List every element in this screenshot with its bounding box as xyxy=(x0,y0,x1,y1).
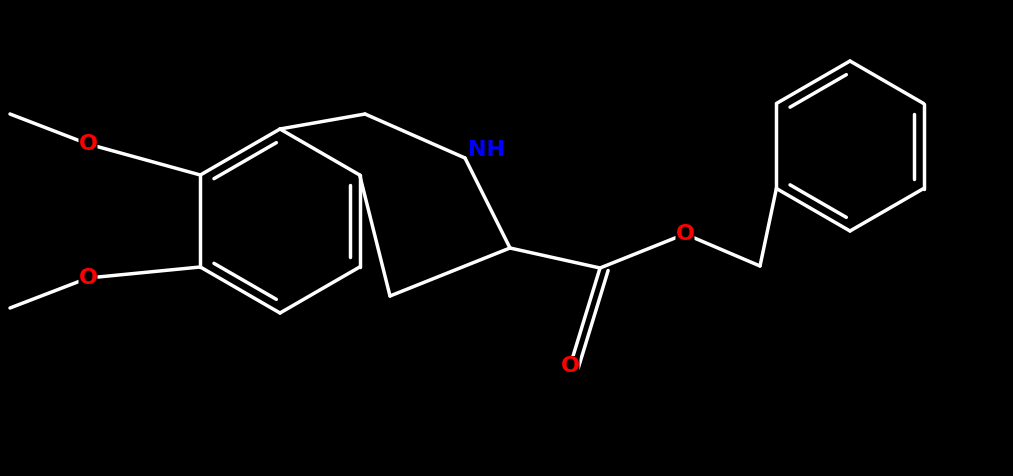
Text: O: O xyxy=(78,134,97,154)
Text: NH: NH xyxy=(468,140,505,160)
Text: O: O xyxy=(676,224,695,244)
Text: O: O xyxy=(78,268,97,288)
Text: O: O xyxy=(560,356,579,376)
